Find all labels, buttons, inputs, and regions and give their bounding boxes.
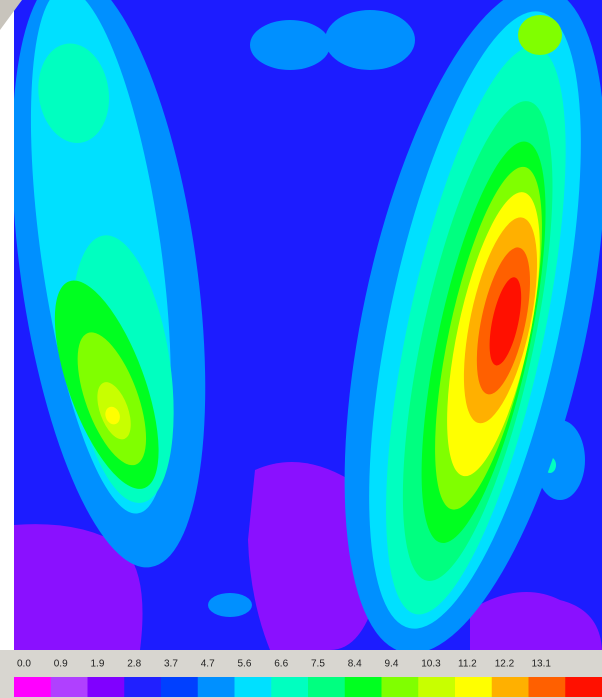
- colorbar-tick-label: 8.4: [348, 659, 362, 670]
- colorbar-tick-label: 4.7: [201, 659, 215, 670]
- color-swatch: [381, 677, 419, 697]
- color-swatch: [87, 677, 125, 697]
- colorbar-tick-label: 1.9: [91, 659, 105, 670]
- color-swatch: [161, 677, 199, 697]
- colorbar-tick-label: 5.6: [238, 659, 252, 670]
- region: [105, 406, 120, 425]
- colorbar-tick-label: 11.2: [458, 659, 477, 670]
- color-swatch: [197, 677, 235, 697]
- colorbar-tick-label: 12.2: [495, 659, 515, 670]
- left-border: [0, 0, 14, 650]
- colorbar-tick-label: 6.6: [274, 659, 288, 670]
- color-swatch: [455, 677, 493, 697]
- colorbar: 0.0 0.9 1.9 2.8 3.7 4.7 5.6 6.6 7.5 8.4 9.4 10.3 11.…: [14, 659, 602, 697]
- colorbar-tick-label: 0.0: [17, 659, 31, 670]
- color-swatch: [418, 677, 456, 697]
- region: [38, 43, 110, 143]
- colorbar-tick-label: 10.3: [421, 659, 441, 670]
- color-swatch: [234, 677, 272, 697]
- low-region: [14, 524, 143, 650]
- contour-map: [14, 0, 602, 650]
- colorbar-tick-label: 9.4: [385, 659, 399, 670]
- low-region: [470, 592, 602, 650]
- region: [250, 20, 330, 70]
- color-swatch: [271, 677, 309, 697]
- low-region: [248, 462, 378, 650]
- color-swatch: [14, 677, 52, 697]
- colorbar-tick-label: 3.7: [164, 659, 178, 670]
- colorbar-tick-label: 0.9: [54, 659, 68, 670]
- color-swatch: [344, 677, 382, 697]
- colorbar-tick-label: 2.8: [127, 659, 141, 670]
- color-swatch: [491, 677, 529, 697]
- colorbar-tick-label: 13.1: [532, 659, 552, 670]
- region: [325, 10, 415, 70]
- region: [518, 15, 562, 55]
- region: [489, 277, 522, 366]
- color-swatch: [50, 677, 88, 697]
- color-swatch: [565, 677, 602, 697]
- region: [208, 593, 252, 617]
- colorbar-tick-label: 7.5: [311, 659, 325, 670]
- color-swatch: [308, 677, 346, 697]
- corner: [0, 0, 22, 30]
- color-swatch: [124, 677, 162, 697]
- color-swatch: [528, 677, 566, 697]
